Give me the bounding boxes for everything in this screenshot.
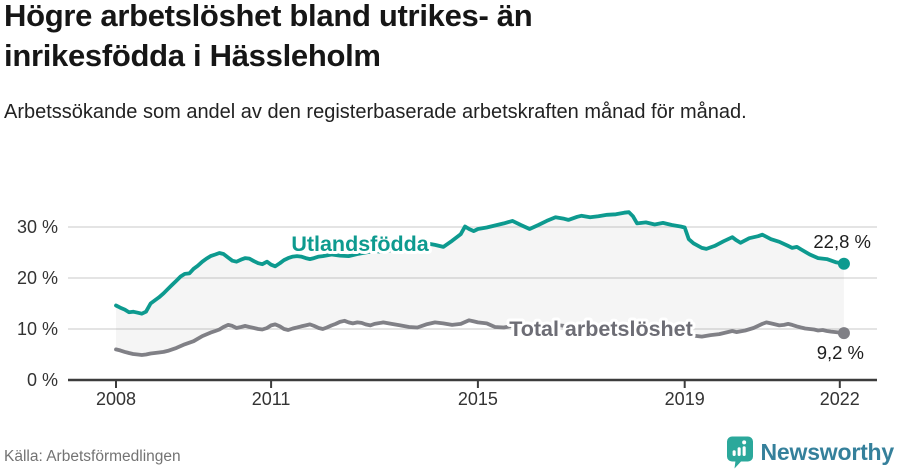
y-tick-label: 0 % — [27, 370, 58, 390]
page-title-line2: inrikesfödda i Hässleholm — [4, 38, 381, 73]
y-tick-label: 30 % — [17, 217, 58, 237]
x-tick-label: 2015 — [458, 389, 498, 409]
page-title: Högre arbetslöshet bland utrikes- än inri… — [4, 0, 533, 76]
newsworthy-wordmark: Newsworthy — [760, 439, 895, 465]
series-line-total — [114, 318, 846, 357]
series-gap-band — [116, 212, 844, 355]
source-note: Källa: Arbetsförmedlingen — [4, 448, 181, 465]
x-tick-label: 2019 — [665, 389, 705, 409]
series-line-utlandsfodda — [114, 210, 846, 316]
x-tick-label: 2022 — [820, 389, 860, 409]
newsworthy-logo: Newsworthy — [726, 436, 895, 469]
x-tick-label: 2008 — [96, 389, 136, 409]
series-endpoint-dot — [837, 327, 850, 340]
badge-bars-icon — [732, 440, 746, 456]
end-value-label: 22,8 % — [813, 231, 871, 252]
chart-subtitle: Arbetssökande som andel av den registerb… — [4, 101, 747, 123]
series-inline-label: Utlandsfödda — [291, 232, 429, 256]
series-inline-label: Total arbetslöshet — [509, 317, 693, 341]
x-tick-label: 2011 — [252, 389, 291, 409]
end-value-label: 9,2 % — [817, 342, 864, 363]
y-tick-label: 20 % — [17, 268, 58, 288]
newsworthy-badge-icon — [726, 436, 753, 469]
series-endpoint-dot — [837, 257, 850, 270]
page-title-line1: Högre arbetslöshet bland utrikes- än — [4, 0, 533, 33]
y-tick-label: 10 % — [17, 319, 58, 339]
